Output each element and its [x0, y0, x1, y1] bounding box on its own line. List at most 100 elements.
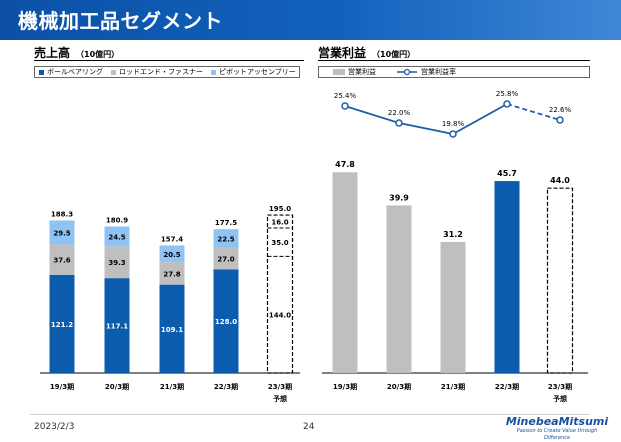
profit-category-label: 23/3期 — [548, 382, 572, 391]
margin-point — [449, 130, 457, 138]
sales-segment-label: 22.5 — [217, 235, 234, 243]
sales-category-label: 21/3期 — [160, 382, 184, 391]
legend-swatch-pivot — [211, 69, 216, 75]
profit-bar — [332, 172, 358, 373]
margin-label: 22.6% — [549, 106, 572, 114]
profit-bar — [440, 241, 466, 373]
sales-bar-segment — [213, 247, 239, 270]
sales-category-note: 予想 — [273, 394, 287, 403]
profit-unit: （10億円） — [372, 50, 416, 59]
sales-unit: （10億円） — [76, 50, 120, 59]
margin-label: 22.0% — [388, 109, 411, 117]
sales-title-rule — [34, 60, 304, 61]
profit-category-label: 22/3期 — [495, 382, 519, 391]
sales-category-label: 22/3期 — [214, 382, 238, 391]
page-number: 24 — [303, 422, 315, 432]
sales-total-label: 195.0 — [269, 205, 291, 213]
company-logo: MinebeaMitsumi Passion to Create Value t… — [503, 416, 611, 442]
sales-section-title: 売上高 （10億円） — [34, 44, 119, 61]
sales-bar-segment — [49, 220, 75, 245]
logo-tagline: Passion to Create Value through Differen… — [516, 428, 598, 441]
sales-segment-label: 35.0 — [271, 239, 288, 247]
sales-category-label: 20/3期 — [105, 382, 129, 391]
sales-bar-segment — [159, 262, 185, 285]
header-bar: 機械加工品セグメント — [0, 0, 621, 40]
sales-segment-label: 117.1 — [106, 323, 128, 331]
sales-bar-segment — [49, 244, 75, 275]
sales-segment-label: 128.0 — [215, 318, 237, 326]
sales-title: 売上高 — [34, 46, 71, 60]
sales-bar-segment — [104, 278, 130, 373]
sales-segment-label: 27.8 — [163, 270, 180, 278]
profit-title: 営業利益 — [318, 46, 367, 60]
sales-bar-segment — [159, 245, 185, 263]
legend-label-margin: 営業利益率 — [421, 68, 456, 76]
sales-segment-label: 27.0 — [217, 255, 234, 263]
sales-total-label: 177.5 — [215, 219, 237, 227]
sales-total-label: 157.4 — [161, 236, 183, 244]
page-title: 機械加工品セグメント — [18, 9, 223, 33]
sales-total-label: 188.3 — [51, 210, 73, 218]
margin-point — [556, 116, 564, 124]
sales-segment-label: 24.5 — [108, 233, 125, 241]
legend-line-margin — [397, 68, 417, 76]
sales-bar-segment — [49, 274, 75, 373]
sales-bar-segment — [213, 229, 239, 248]
profit-value-label: 44.0 — [550, 176, 570, 185]
legend-swatch-rod — [111, 69, 116, 75]
sales-segment-label: 144.0 — [269, 312, 291, 320]
margin-line-segment — [452, 103, 508, 135]
legend-swatch-ball — [39, 69, 44, 75]
sales-segment-label: 109.1 — [161, 326, 183, 334]
margin-point — [503, 100, 511, 108]
margin-line-segment — [398, 122, 454, 135]
sales-segment-label: 16.0 — [271, 219, 288, 227]
legend-item-profit: 営業利益 — [333, 67, 376, 77]
sales-total-label: 180.9 — [106, 216, 128, 224]
sales-bar-segment — [104, 246, 130, 279]
sales-legend: ボールベアリング ロッドエンド・ファスナー ピボットアッセンブリー — [34, 66, 300, 78]
profit-legend: 営業利益 営業利益率 — [318, 66, 590, 78]
profit-forecast-bar — [546, 187, 574, 374]
sales-segment-label: 20.5 — [163, 251, 180, 259]
sales-bar-segment — [159, 284, 185, 373]
profit-bar — [386, 205, 412, 373]
legend-label-rod: ロッドエンド・ファスナー — [119, 68, 203, 76]
profit-title-rule — [318, 60, 590, 61]
footer-divider — [30, 414, 590, 415]
forecast-bar-outline — [266, 214, 294, 374]
profit-category-label: 21/3期 — [441, 382, 465, 391]
sales-segment-label: 39.3 — [108, 259, 125, 267]
profit-value-label: 47.8 — [335, 160, 355, 169]
margin-point — [395, 119, 403, 127]
sales-category-label: 19/3期 — [50, 382, 74, 391]
logo-name: MinebeaMitsumi — [505, 415, 609, 428]
legend-label-ball: ボールベアリング — [47, 68, 103, 76]
sales-bar-segment — [213, 269, 239, 373]
margin-line-segment — [506, 103, 561, 121]
legend-label-pivot: ピボットアッセンブリー — [219, 68, 296, 76]
margin-label: 25.4% — [334, 92, 357, 100]
legend-item-margin: 営業利益率 — [396, 67, 456, 77]
legend-item-rod: ロッドエンド・ファスナー — [111, 67, 203, 77]
margin-label: 19.8% — [442, 120, 465, 128]
sales-segment-label: 29.5 — [53, 229, 70, 237]
legend-label-profit: 営業利益 — [348, 68, 376, 76]
sales-category-label: 23/3期 — [268, 382, 292, 391]
sales-bar-segment — [104, 226, 130, 247]
profit-category-note: 予想 — [553, 394, 567, 403]
profit-value-label: 31.2 — [443, 230, 463, 239]
profit-bar — [494, 181, 520, 373]
legend-item-ball: ボールベアリング — [39, 67, 103, 77]
profit-category-label: 19/3期 — [333, 382, 357, 391]
profit-category-label: 20/3期 — [387, 382, 411, 391]
sales-segment-label: 37.6 — [53, 257, 70, 265]
profit-value-label: 39.9 — [389, 193, 409, 202]
profit-section-title: 営業利益 （10億円） — [318, 44, 415, 61]
margin-line-segment — [344, 105, 400, 124]
margin-point — [341, 102, 349, 110]
legend-swatch-profit — [333, 69, 345, 75]
margin-label: 25.8% — [496, 90, 519, 98]
footer-date: 2023/2/3 — [34, 422, 75, 432]
